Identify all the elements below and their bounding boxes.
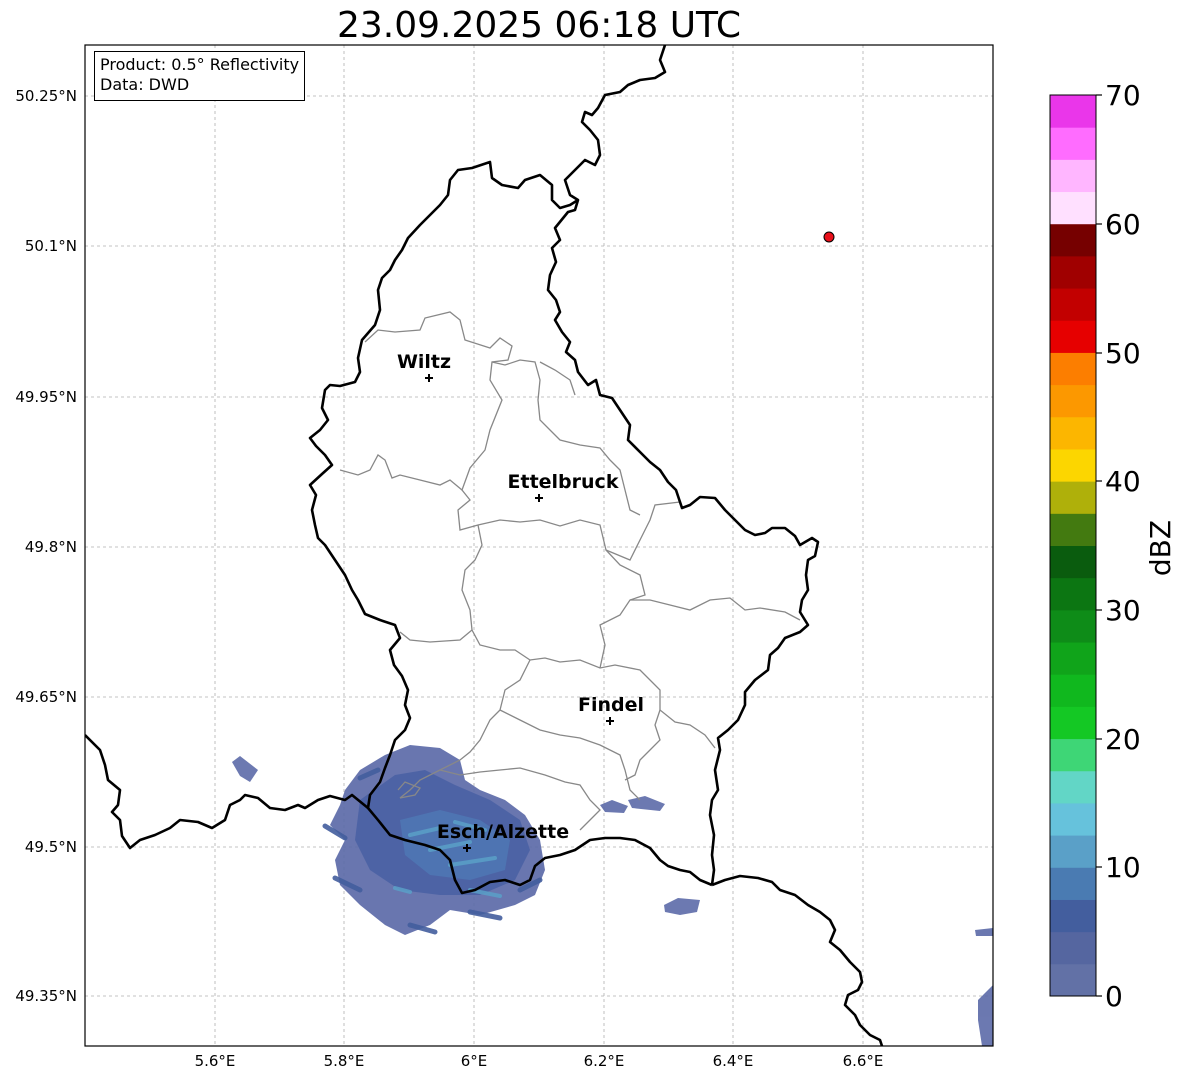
colorbar-segment	[1050, 513, 1096, 546]
lat-tick-label: 49.65°N	[15, 688, 77, 706]
colorbar-segment	[1050, 159, 1096, 193]
city-marker-findel: Findel	[578, 694, 644, 725]
colorbar-segment	[1050, 802, 1096, 836]
colorbar-segment	[1050, 352, 1096, 386]
colorbar-frame	[1049, 94, 1097, 997]
lon-tick-label: 5.8°E	[324, 1052, 365, 1070]
colorbar-segment	[1050, 577, 1096, 611]
luxembourg-border	[546, 45, 820, 886]
lat-tick-label: 49.5°N	[25, 838, 77, 856]
colorbar-tick-label: 0	[1105, 980, 1123, 1013]
colorbar-segment	[1050, 448, 1096, 482]
lat-tick-label: 49.35°N	[15, 987, 77, 1005]
lon-tick-label: 5.6°E	[195, 1052, 236, 1070]
colorbar-segment	[1050, 416, 1096, 450]
colorbar-segment	[1050, 738, 1096, 772]
colorbar-label: dBZ	[1144, 520, 1177, 576]
colorbar-segment	[1050, 288, 1096, 321]
gridlines	[85, 45, 993, 1046]
lat-tick-label: 50.1°N	[25, 237, 77, 255]
radar-site-marker	[823, 231, 835, 243]
colorbar-segment	[1050, 191, 1096, 225]
colorbar-tick-label: 10	[1105, 851, 1141, 884]
city-label-ettelbruck: Ettelbruck	[508, 471, 619, 493]
map-title: 23.09.2025 06:18 UTC	[336, 5, 742, 46]
lon-tick-label: 6.6°E	[843, 1052, 884, 1070]
lon-tick-labels: 5.6°E 5.8°E 6°E 6.2°E 6.4°E 6.6°E	[195, 1052, 884, 1070]
colorbar-tick-label: 40	[1105, 465, 1141, 498]
city-marker-ettelbruck: Ettelbruck	[508, 471, 619, 502]
lat-tick-label: 49.95°N	[15, 388, 77, 406]
info-box: Product: 0.5° Reflectivity Data: DWD	[94, 51, 306, 101]
colorbar-segment	[1050, 384, 1096, 418]
city-label-wiltz: Wiltz	[397, 351, 451, 373]
country-borders	[85, 45, 884, 1046]
product-label: Product: 0.5° Reflectivity	[100, 55, 300, 74]
colorbar-segment	[1050, 867, 1096, 900]
lat-tick-labels: 50.25°N 50.1°N 49.95°N 49.8°N 49.65°N 49…	[15, 87, 77, 1005]
lat-tick-label: 50.25°N	[15, 87, 77, 105]
commune-boundaries	[339, 311, 801, 831]
colorbar-ticks: 0 10 20 30 40 50 60 70	[1096, 79, 1141, 1013]
lat-tick-label: 49.8°N	[25, 538, 77, 556]
city-marker-esch-alzette: Esch/Alzette	[437, 821, 569, 852]
colorbar-segment	[1050, 223, 1096, 257]
colorbar-segment	[1050, 674, 1096, 707]
colorbar-segment	[1050, 545, 1096, 579]
colorbar-segment	[1050, 931, 1096, 965]
city-marker-wiltz: Wiltz	[397, 351, 451, 382]
colorbar	[1050, 95, 1096, 997]
colorbar-tick-label: 30	[1105, 594, 1141, 627]
colorbar-segment	[1050, 320, 1096, 353]
data-source-label: Data: DWD	[100, 75, 190, 94]
radar-echo-small-cells	[232, 756, 993, 1046]
lon-tick-label: 6.4°E	[713, 1052, 754, 1070]
lon-tick-label: 6.2°E	[584, 1052, 625, 1070]
colorbar-tick-label: 70	[1105, 79, 1141, 112]
colorbar-tick-label: 50	[1105, 337, 1141, 370]
colorbar-segment	[1050, 963, 1096, 997]
colorbar-segment	[1050, 95, 1096, 128]
colorbar-segment	[1050, 642, 1096, 675]
city-label-esch-alzette: Esch/Alzette	[437, 821, 569, 843]
colorbar-segment	[1050, 127, 1096, 160]
colorbar-segment	[1050, 835, 1096, 868]
map-frame	[84, 44, 994, 1047]
lon-tick-label: 6°E	[461, 1052, 488, 1070]
colorbar-segment	[1050, 706, 1096, 740]
colorbar-segment	[1050, 899, 1096, 933]
colorbar-segment	[1050, 481, 1096, 514]
radar-echo-main-cluster	[322, 745, 545, 935]
colorbar-tick-label: 60	[1105, 208, 1141, 241]
colorbar-segment	[1050, 255, 1096, 289]
colorbar-segment	[1050, 609, 1096, 643]
city-label-findel: Findel	[578, 694, 644, 716]
colorbar-tick-label: 20	[1105, 723, 1141, 756]
colorbar-segment	[1050, 770, 1096, 804]
